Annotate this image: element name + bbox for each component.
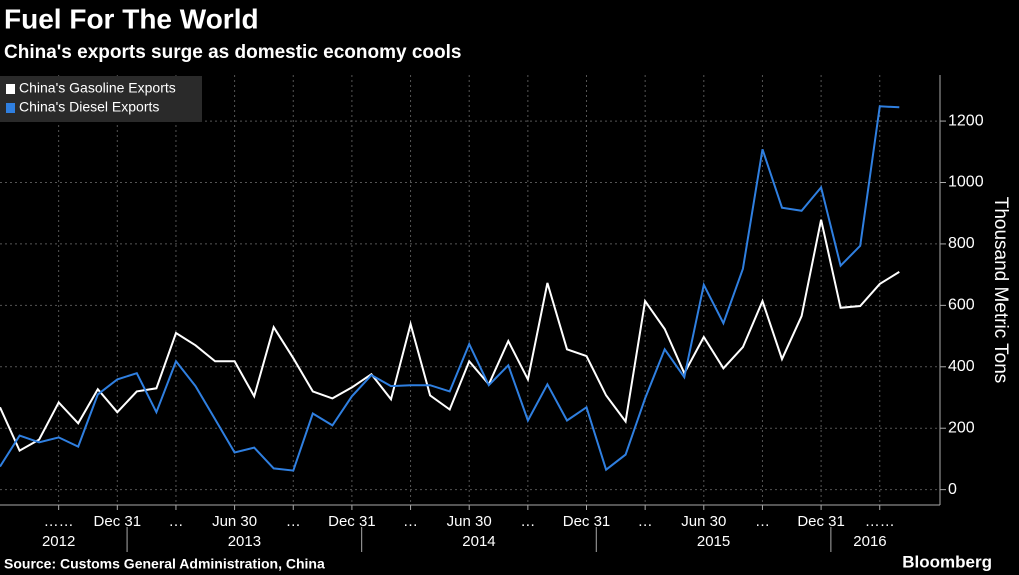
y-tick-label: 800	[948, 235, 975, 252]
x-tick-label: …	[403, 513, 418, 530]
legend: China's Gasoline Exports China's Diesel E…	[0, 76, 202, 122]
y-axis-label: Thousand Metric Tons	[990, 197, 1011, 384]
x-tick-label: Jun 30	[212, 513, 257, 530]
source: Source: Customs General Administration, …	[4, 556, 325, 572]
year-label: 2012	[42, 533, 75, 550]
x-tick-label: Dec 31	[328, 513, 376, 530]
x-tick-label: …	[520, 513, 535, 530]
y-tick-label: 400	[948, 358, 975, 375]
x-tick-label: …	[755, 513, 770, 530]
x-tick-label: Dec 31	[563, 513, 611, 530]
x-tick-label: Jun 30	[681, 513, 726, 530]
x-tick-label: …	[286, 513, 301, 530]
brand: Bloomberg	[902, 552, 992, 571]
x-tick-label: Jun 30	[447, 513, 492, 530]
chart-subtitle: China's exports surge as domestic econom…	[4, 42, 462, 63]
y-tick-label: 1000	[948, 174, 984, 191]
year-label: 2016	[853, 533, 886, 550]
year-label: 2013	[228, 533, 261, 550]
x-tick-label: Dec 31	[797, 513, 845, 530]
y-tick-label: 200	[948, 419, 975, 436]
chart-title: Fuel For The World	[4, 3, 259, 34]
year-label: 2015	[697, 533, 730, 550]
x-tick-label: …	[638, 513, 653, 530]
year-label: 2014	[462, 533, 495, 550]
legend-swatch	[6, 84, 15, 94]
y-tick-label: 1200	[948, 112, 984, 129]
x-tick-label: Dec 31	[94, 513, 142, 530]
x-tick-label: ……	[44, 513, 74, 530]
y-tick-label: 0	[948, 481, 957, 498]
legend-label: China's Diesel Exports	[19, 99, 159, 115]
x-tick-label: ……	[865, 513, 895, 530]
x-tick-label: …	[168, 513, 183, 530]
legend-box	[0, 76, 202, 122]
legend-label: China's Gasoline Exports	[19, 80, 176, 96]
y-tick-label: 600	[948, 297, 975, 314]
line-series	[0, 105, 900, 472]
line-series	[0, 219, 900, 453]
legend-swatch	[6, 103, 15, 113]
